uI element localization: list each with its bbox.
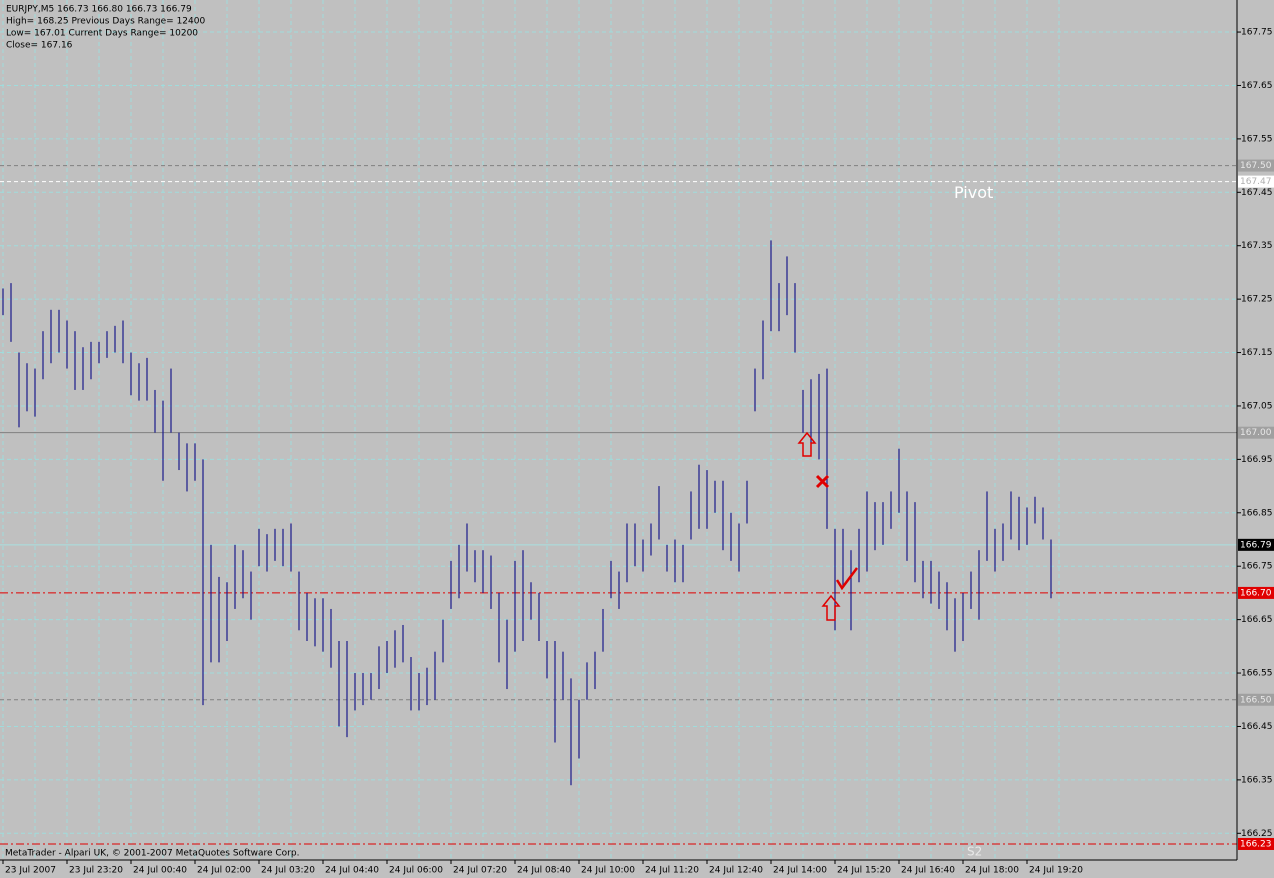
y-tick-label: 166.75 — [1241, 562, 1273, 572]
annotation: S2 — [967, 844, 982, 858]
price-label: 167.00 — [1240, 428, 1272, 438]
x-tick-label: 24 Jul 07:20 — [453, 866, 507, 876]
x-tick-label: 24 Jul 11:20 — [645, 866, 699, 876]
info-line: High= 168.25 Previous Days Range= 12400 — [6, 17, 205, 27]
y-tick-label: 166.95 — [1241, 455, 1273, 465]
price-label-box — [1238, 586, 1274, 599]
price-label-box — [1238, 837, 1274, 850]
y-tick-label: 166.35 — [1241, 775, 1273, 785]
x-tick-label: 24 Jul 19:20 — [1029, 866, 1083, 876]
price-label: 166.70 — [1240, 588, 1272, 598]
price-label: 167.47 — [1240, 177, 1272, 187]
x-tick-label: 24 Jul 16:40 — [901, 866, 955, 876]
y-tick-label: 166.45 — [1241, 722, 1273, 732]
info-line: Low= 167.01 Current Days Range= 10200 — [6, 29, 198, 39]
y-tick-label: 167.35 — [1241, 241, 1273, 251]
y-tick-label: 167.05 — [1241, 401, 1273, 411]
price-label-box — [1238, 693, 1274, 706]
x-tick-label: 24 Jul 04:40 — [325, 866, 379, 876]
x-tick-label: 24 Jul 08:40 — [517, 866, 571, 876]
price-label: 166.23 — [1240, 839, 1272, 849]
x-tick-label: 24 Jul 06:00 — [389, 866, 443, 876]
up-arrow — [797, 431, 817, 457]
up-arrow — [821, 594, 841, 621]
x-tick-label: 24 Jul 15:20 — [837, 866, 891, 876]
y-tick-label: 167.55 — [1241, 134, 1273, 144]
x-tick-label: 24 Jul 03:20 — [261, 866, 315, 876]
y-tick-label: 166.65 — [1241, 615, 1273, 625]
check-mark — [835, 567, 858, 591]
y-tick-label: 167.15 — [1241, 348, 1273, 358]
x-tick-label: 24 Jul 12:40 — [709, 866, 763, 876]
cross-mark — [815, 474, 830, 489]
y-tick-label: 166.25 — [1241, 829, 1273, 839]
y-tick-label: 166.85 — [1241, 508, 1273, 518]
y-tick-label: 167.75 — [1241, 28, 1273, 38]
x-tick-label: 24 Jul 00:40 — [133, 866, 187, 876]
y-tick-label: 167.25 — [1241, 295, 1273, 305]
y-tick-label: 167.45 — [1241, 188, 1273, 198]
x-tick-label: 23 Jul 23:20 — [69, 866, 123, 876]
info-line: Close= 167.16 — [6, 41, 73, 51]
x-tick-label: 24 Jul 18:00 — [965, 866, 1019, 876]
price-label: 167.50 — [1240, 161, 1272, 171]
x-tick-label: 23 Jul 2007 — [5, 866, 56, 876]
x-tick-label: 24 Jul 10:00 — [581, 866, 635, 876]
x-tick-label: 24 Jul 14:00 — [773, 866, 827, 876]
info-line: EURJPY,M5 166.73 166.80 166.73 166.79 — [6, 5, 192, 15]
price-label-box — [1238, 159, 1274, 172]
annotation: Pivot — [954, 183, 993, 202]
price-label: 166.79 — [1240, 540, 1272, 550]
footer: MetaTrader - Alpari UK, © 2001-2007 Meta… — [5, 849, 299, 859]
y-tick-label: 166.55 — [1241, 669, 1273, 679]
price-label: 166.50 — [1240, 695, 1272, 705]
price-label-box — [1238, 175, 1274, 188]
x-tick-label: 24 Jul 02:00 — [197, 866, 251, 876]
price-label-box — [1238, 538, 1274, 551]
price-label-box — [1238, 426, 1274, 439]
y-tick-label: 167.65 — [1241, 81, 1273, 91]
